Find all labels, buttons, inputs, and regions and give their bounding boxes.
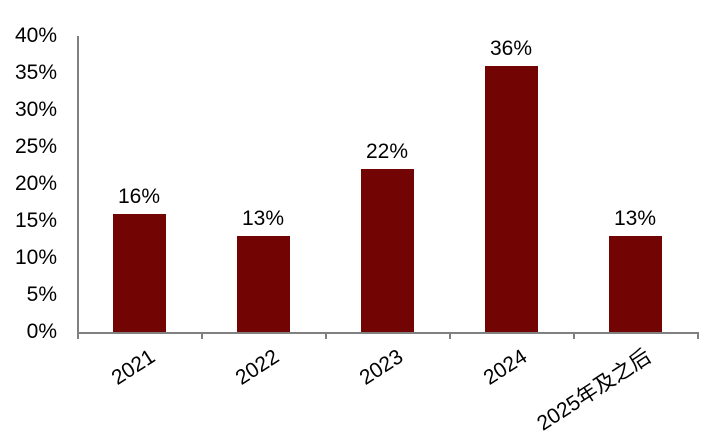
y-tick-label: 5% bbox=[26, 283, 57, 306]
bar-2021 bbox=[112, 213, 166, 332]
y-tick-label: 40% bbox=[14, 24, 57, 47]
x-category-label: 2025年及之后 bbox=[533, 345, 656, 436]
y-tick-label: 25% bbox=[14, 135, 57, 158]
x-axis-tick bbox=[201, 333, 203, 339]
value-label: 22% bbox=[365, 140, 409, 164]
value-label: 36% bbox=[489, 36, 533, 60]
bar-2022 bbox=[236, 235, 290, 332]
x-category-label: 2021 bbox=[107, 345, 160, 390]
value-label: 13% bbox=[241, 206, 285, 230]
x-category-label: 2022 bbox=[231, 345, 284, 390]
value-label: 16% bbox=[117, 184, 161, 208]
x-axis-tick bbox=[449, 333, 451, 339]
y-axis-line bbox=[77, 36, 79, 332]
y-tick-label: 30% bbox=[14, 98, 57, 121]
value-label: 13% bbox=[613, 206, 657, 230]
y-tick-label: 20% bbox=[14, 172, 57, 195]
x-axis-line bbox=[77, 332, 699, 334]
y-tick-label: 15% bbox=[14, 209, 57, 232]
x-axis-tick bbox=[77, 333, 79, 339]
y-tick-label: 10% bbox=[14, 246, 57, 269]
x-axis-tick bbox=[573, 333, 575, 339]
y-tick-label: 35% bbox=[14, 61, 57, 84]
x-axis-tick bbox=[325, 333, 327, 339]
bar-2024 bbox=[484, 65, 538, 332]
x-category-label: 2024 bbox=[479, 345, 532, 390]
y-tick-label: 0% bbox=[26, 320, 57, 343]
x-axis-tick bbox=[697, 333, 699, 339]
bar-2023 bbox=[360, 169, 414, 332]
x-category-label: 2023 bbox=[355, 345, 408, 390]
bar-2025年及之后 bbox=[608, 235, 662, 332]
